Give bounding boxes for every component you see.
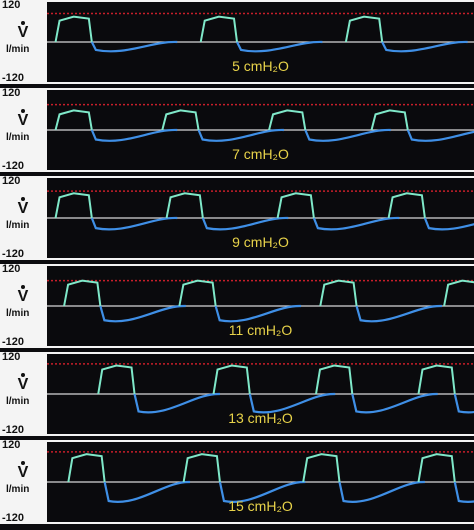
y-tick-min: -120 (2, 336, 25, 348)
y-unit-label: l/min (6, 220, 30, 231)
pressure-label: 7 cmH₂O (232, 146, 289, 162)
inspiratory-segment (443, 279, 474, 307)
inspiratory-segment (67, 453, 106, 483)
inspiratory-segment (182, 453, 221, 483)
expiratory-segment (218, 480, 306, 503)
pressure-label: 15 cmH₂O (228, 498, 293, 514)
expiratory-segment (236, 40, 323, 53)
expiratory-segment (90, 40, 178, 53)
y-unit-label: l/min (6, 44, 30, 55)
expiratory-segment (248, 392, 336, 414)
expiratory-segment (197, 128, 285, 142)
flow-trace-plot (47, 354, 474, 434)
expiratory-segment (90, 128, 178, 142)
inspiratory-segment (97, 364, 136, 395)
inspiratory-segment (165, 192, 204, 219)
y-tick-min: -120 (2, 248, 25, 260)
expiratory-segment (103, 480, 191, 503)
flow-trace-plot (47, 266, 474, 346)
inspiratory-segment (54, 192, 93, 219)
flow-trace-plot (47, 442, 474, 522)
pressure-label: 5 cmH₂O (232, 58, 289, 74)
inspiratory-segment (315, 364, 354, 395)
y-tick-min: -120 (2, 160, 25, 172)
expiratory-segment (99, 304, 186, 323)
flow-trace-plot (47, 90, 474, 170)
expiratory-segment (423, 217, 474, 231)
y-unit-label: l/min (6, 484, 30, 495)
expiratory-segment (355, 304, 443, 323)
expiratory-segment (351, 392, 438, 414)
inspiratory-segment (319, 279, 358, 307)
expiratory-segment (90, 216, 178, 231)
y-tick-max: 120 (2, 87, 21, 99)
flow-trace-plot (47, 2, 474, 82)
y-tick-min: -120 (2, 72, 25, 84)
inspiratory-segment (63, 279, 102, 307)
inspiratory-segment (344, 15, 384, 43)
inspiratory-segment (212, 364, 251, 395)
inspiratory-segment (54, 109, 93, 131)
y-tick-max: 120 (2, 351, 21, 363)
flow-symbol-icon: V (13, 373, 33, 397)
y-unit-label: l/min (6, 396, 30, 407)
y-tick-max: 120 (2, 439, 21, 451)
flow-symbol-icon: V (13, 461, 33, 485)
y-tick-max: 120 (2, 0, 21, 11)
flow-symbol-icon: V (13, 197, 33, 221)
expiratory-segment (453, 393, 474, 414)
expiratory-segment (338, 480, 425, 503)
flow-trace-plot (47, 178, 474, 258)
inspiratory-segment (161, 109, 200, 131)
inspiratory-segment (417, 453, 456, 483)
expiratory-segment (201, 216, 289, 231)
expiratory-segment (406, 129, 474, 142)
inspiratory-segment (199, 15, 239, 43)
pressure-label: 9 cmH₂O (232, 234, 289, 250)
inspiratory-segment (268, 109, 307, 131)
flow-symbol-icon: V (13, 285, 33, 309)
y-tick-min: -120 (2, 424, 25, 436)
expiratory-segment (304, 128, 391, 142)
y-tick-max: 120 (2, 175, 21, 187)
pressure-label: 13 cmH₂O (228, 410, 293, 426)
expiratory-segment (381, 40, 468, 53)
y-unit-label: l/min (6, 132, 30, 143)
y-tick-max: 120 (2, 263, 21, 275)
inspiratory-segment (178, 279, 217, 307)
expiratory-segment (214, 304, 302, 323)
flow-symbol-icon: V (13, 21, 33, 45)
inspiratory-segment (54, 15, 93, 43)
inspiratory-segment (302, 453, 341, 483)
expiratory-segment (312, 216, 400, 231)
inspiratory-segment (417, 364, 456, 395)
y-tick-min: -120 (2, 512, 25, 524)
inspiratory-segment (370, 109, 409, 131)
expiratory-segment (133, 392, 220, 414)
expiratory-segment (453, 481, 474, 503)
inspiratory-segment (387, 192, 426, 219)
inspiratory-segment (276, 192, 315, 219)
y-unit-label: l/min (6, 308, 30, 319)
pressure-label: 11 cmH₂O (228, 322, 293, 338)
flow-symbol-icon: V (13, 109, 33, 133)
